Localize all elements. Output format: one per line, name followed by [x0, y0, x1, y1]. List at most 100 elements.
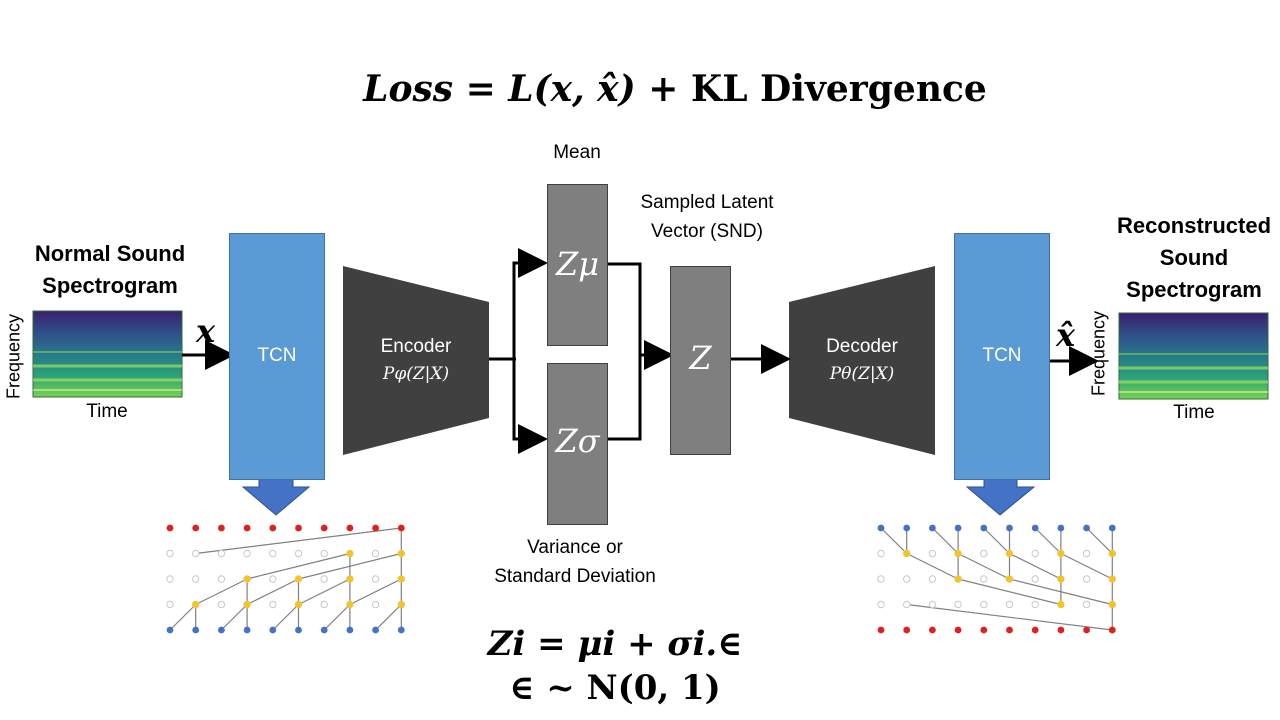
input-title: Normal Sound Spectrogram [20, 238, 200, 302]
tcn-node-empty [877, 549, 885, 558]
z-sigma-box: Zσ [547, 363, 608, 525]
tcn-node [243, 601, 251, 608]
tcn-edge [272, 604, 299, 631]
tcn-node [1006, 550, 1013, 557]
tcn-node [218, 626, 225, 634]
tcn-node-empty [269, 600, 277, 609]
tcn-node-empty [1031, 575, 1039, 583]
tcn-node-output [269, 524, 277, 532]
tcn-node [1006, 524, 1013, 532]
loss-label: Loss [363, 68, 454, 110]
input-x-axis-label: Time [86, 401, 128, 422]
tcn-edge [169, 604, 197, 631]
tcn-edge [906, 603, 1113, 631]
tcn-node-empty [903, 575, 911, 583]
tcn-edge [931, 527, 959, 554]
tcn-node [903, 550, 911, 557]
tcn-edge [195, 578, 248, 606]
z-mu-label: Zμ [555, 245, 600, 283]
tcn-node-output [1108, 626, 1116, 634]
tcn-edge [1086, 527, 1113, 554]
tcn-right-label: TCN [982, 345, 1022, 366]
tcn-node-empty [1082, 575, 1091, 583]
tcn-node [295, 626, 302, 634]
tcn-node-output [1057, 626, 1065, 634]
tcn-node-empty [954, 600, 962, 609]
tcn-node-empty [166, 575, 174, 583]
tcn-node-empty [371, 600, 380, 609]
input-title-line2: Spectrogram [42, 273, 178, 298]
z-label: Z [689, 339, 712, 377]
tcn-edge [957, 578, 1062, 606]
tcn-edge [246, 578, 299, 606]
tcn-node-empty [1031, 549, 1039, 558]
tcn-edge [298, 552, 402, 580]
tcn-edge [220, 604, 248, 631]
tcn-node-empty [371, 575, 380, 583]
tcn-node-empty [320, 575, 328, 583]
variance-caption: Variance or Standard Deviation [460, 533, 690, 591]
decoder-formula: Pθ(Z|X) [829, 364, 895, 384]
tcn-node [1057, 524, 1065, 532]
tcn-node [1108, 550, 1116, 557]
tcn-node [346, 575, 354, 583]
tcn-node-empty [320, 600, 328, 609]
tcn-node [877, 524, 885, 532]
tcn-node [295, 575, 302, 583]
tcn-node [346, 601, 354, 608]
sampled-caption-line2: Vector (SND) [651, 221, 763, 242]
loss-formula: Loss = L(x, x̂) + KL Divergence [0, 68, 1280, 110]
sampled-caption-line1: Sampled Latent [640, 192, 774, 213]
tcn-node [954, 524, 962, 532]
tcn-node [1083, 524, 1090, 532]
tcn-node-empty [877, 600, 885, 609]
tcn-node [954, 550, 962, 557]
tcn-edge [298, 578, 351, 606]
loss-term: L(x, x̂) [508, 68, 636, 110]
output-x-axis-label: Time [1173, 402, 1215, 423]
tcn-node-empty [217, 600, 226, 609]
tcn-node-output [954, 626, 962, 634]
tcn-node-empty [980, 575, 988, 583]
tcn-node-empty [294, 549, 303, 558]
tcn-node-empty [166, 600, 174, 609]
tcn-node-output [243, 524, 251, 532]
tcn-node [397, 575, 405, 583]
tcn-node-empty [1082, 549, 1091, 558]
arrow-zsigma-to-z [607, 355, 642, 441]
decoder-label: Decoder [826, 336, 898, 357]
tcn-edge [957, 552, 1010, 580]
tcn-node [929, 524, 936, 532]
tcn-edge [195, 527, 402, 555]
tcn-node [243, 575, 251, 583]
tcn-edge [323, 604, 351, 631]
tcn-node [346, 550, 354, 557]
tcn-node [397, 626, 405, 634]
tcn-node-output [929, 626, 936, 634]
output-spectrogram [1118, 312, 1269, 400]
tcn-node-empty [217, 575, 226, 583]
tcn-node-output [346, 524, 354, 532]
tcn-node [372, 626, 379, 634]
z-box: Z [670, 266, 731, 455]
tcn-node-output [295, 524, 302, 532]
tcn-edge [880, 527, 908, 554]
tcn-node-output [397, 524, 405, 532]
mean-caption: Mean [553, 142, 601, 163]
tcn-node-output [192, 524, 200, 532]
tcn-node-empty [192, 549, 200, 558]
tcn-edge [983, 527, 1010, 554]
z-mu-box: Zμ [547, 184, 608, 346]
tcn-node-output [320, 524, 328, 532]
tcn-node-output [903, 626, 911, 634]
tcn-node [1108, 524, 1116, 532]
encoder-label: Encoder [380, 336, 452, 357]
tcn-node [980, 524, 988, 532]
sampling-formula-line2: ∈ ~ N(0, 1) [509, 668, 721, 708]
tcn-node-output [166, 524, 174, 532]
tcn-edge [1060, 552, 1113, 580]
tcn-node-empty [877, 575, 885, 583]
sampling-formula: Zi = μi + σi.∈ ∈ ~ N(0, 1) [440, 622, 790, 710]
tcn-left-block: TCN [229, 233, 325, 480]
encoder-formula: Pφ(Z|X) [382, 364, 450, 384]
